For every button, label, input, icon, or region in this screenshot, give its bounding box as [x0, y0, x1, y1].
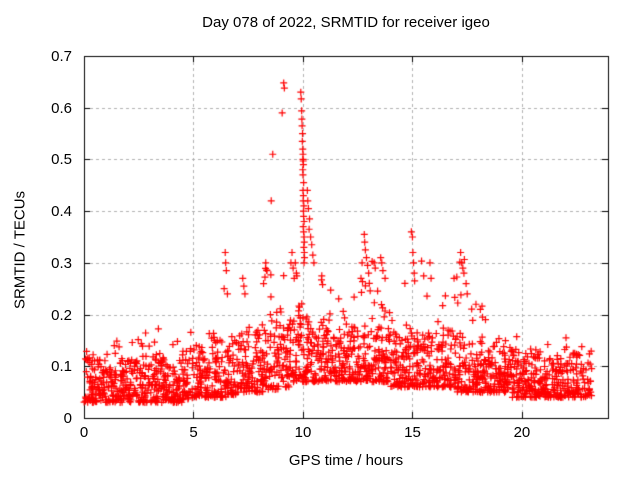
y-tick-label: 0.1	[51, 358, 72, 376]
chart-title: Day 078 of 2022, SRMTID for receiver ige…	[202, 14, 490, 31]
y-tick-label: 0.4	[51, 203, 72, 221]
y-tick-label: 0	[63, 410, 72, 427]
x-tick-label: 5	[189, 424, 198, 441]
y-tick-label: 0.2	[51, 306, 72, 324]
y-tick-label: 0.7	[51, 48, 72, 65]
x-tick-label: 10	[294, 424, 312, 441]
y-tick-label: 0.6	[51, 99, 72, 117]
y-tick-label: 0.3	[51, 254, 72, 272]
x-tick-label: 15	[404, 424, 421, 441]
x-axis-label: GPS time / hours	[288, 452, 404, 469]
x-tick-label: 0	[79, 424, 89, 441]
y-tick-label: 0.5	[51, 151, 72, 169]
x-tick-label: 20	[513, 424, 531, 441]
